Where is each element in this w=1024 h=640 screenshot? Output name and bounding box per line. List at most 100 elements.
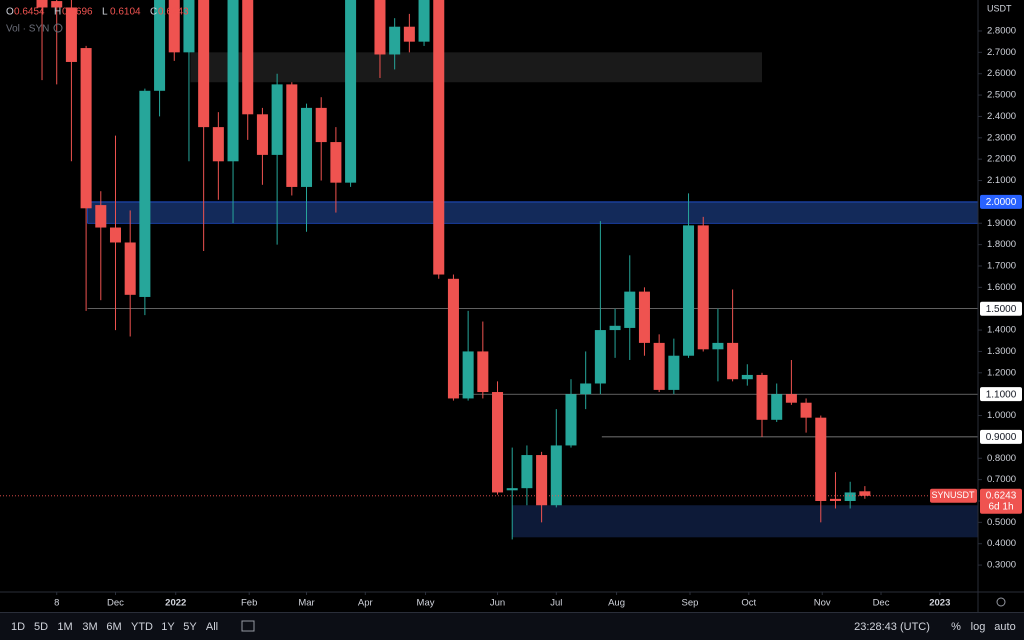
y-tick-label: 0.4000 bbox=[987, 538, 1016, 549]
zone bbox=[512, 505, 978, 538]
y-tick-label: 1.6000 bbox=[987, 282, 1016, 293]
candle-body bbox=[242, 0, 254, 115]
ohlc-letter: L bbox=[102, 7, 108, 18]
level-label: 0.9000 bbox=[986, 432, 1017, 443]
x-tick-label: Dec bbox=[873, 598, 890, 609]
x-tick-label: 2022 bbox=[165, 598, 186, 609]
y-tick-label: 0.5000 bbox=[987, 517, 1016, 528]
ohlc-header: O 0.6454 H 0.6696 L 0.6104 C 0.6243 bbox=[6, 7, 189, 18]
y-tick-label: 1.7000 bbox=[987, 260, 1016, 271]
candle-body bbox=[771, 394, 783, 420]
level-label: 1.5000 bbox=[986, 304, 1017, 315]
candle-body bbox=[741, 374, 753, 380]
candle-body bbox=[212, 127, 224, 162]
candle-body bbox=[550, 445, 562, 506]
ohlc-value: 0.6104 bbox=[110, 7, 141, 18]
interval-button[interactable]: All bbox=[206, 621, 218, 633]
candle-body bbox=[609, 325, 621, 331]
level-label-box bbox=[980, 301, 1022, 316]
x-tick-label: Jun bbox=[490, 598, 505, 609]
candle-body bbox=[418, 0, 430, 42]
bottom-toolbar bbox=[0, 613, 1024, 640]
candle-body bbox=[565, 394, 577, 446]
candle-body bbox=[683, 225, 695, 356]
candle-body bbox=[844, 492, 856, 501]
y-tick-label: 1.2000 bbox=[987, 367, 1016, 378]
candle-body bbox=[403, 26, 415, 42]
candle-body bbox=[286, 84, 298, 187]
x-tick-label: Dec bbox=[107, 598, 124, 609]
ohlc-letter: C bbox=[150, 7, 157, 18]
settings-icon[interactable] bbox=[996, 597, 1006, 607]
candle-body bbox=[389, 26, 401, 55]
toolbar-items: 1D 5D 1M 3M 6M YTD 1Y 5Y All 23:28:43 (UTC)% log au… bbox=[11, 621, 1016, 633]
candle-body bbox=[580, 383, 592, 395]
candle-body bbox=[815, 417, 827, 501]
interval-button[interactable]: 1M bbox=[57, 621, 72, 633]
currency[interactable]: USDT bbox=[987, 3, 1012, 13]
x-tick-label: Nov bbox=[814, 598, 831, 609]
level-label: 2.0000 bbox=[986, 197, 1017, 208]
zone bbox=[87, 201, 978, 224]
y-tick-label: 2.6000 bbox=[987, 68, 1016, 79]
interval-button[interactable]: 1D bbox=[11, 621, 25, 633]
x-tick-label: 8 bbox=[54, 598, 59, 609]
x-tick-label: Jul bbox=[550, 598, 562, 609]
y-tick-label: 2.1000 bbox=[987, 175, 1016, 186]
interval-button[interactable]: 6M bbox=[106, 621, 121, 633]
interval-button[interactable]: 5D bbox=[34, 621, 48, 633]
symbol-label: SYNUSDT bbox=[931, 490, 975, 500]
candle-body bbox=[785, 394, 797, 403]
y-tick-label: 2.5000 bbox=[987, 90, 1016, 101]
eye-icon[interactable] bbox=[53, 23, 63, 33]
candle-body bbox=[433, 0, 445, 275]
interval-button[interactable]: 5Y bbox=[183, 621, 197, 633]
candle-body bbox=[477, 351, 489, 393]
candle-body bbox=[300, 107, 313, 187]
x-tick-label: Aug bbox=[608, 598, 625, 609]
candle-body bbox=[447, 278, 459, 399]
interval-button[interactable]: 1Y bbox=[161, 621, 175, 633]
indicator-label[interactable]: Vol · SYN bbox=[6, 24, 49, 35]
date-range-icon[interactable] bbox=[241, 620, 255, 632]
y-tick-label: 2.4000 bbox=[987, 111, 1016, 122]
candle-body bbox=[345, 0, 357, 183]
symbol-box bbox=[930, 488, 977, 503]
x-tick-label: 2023 bbox=[929, 598, 950, 609]
x-tick-label: Sep bbox=[682, 598, 699, 609]
y-tick-label: 1.3000 bbox=[987, 346, 1016, 357]
candle-body bbox=[124, 242, 136, 295]
candle-body bbox=[727, 342, 739, 380]
y-tick-label: 0.7000 bbox=[987, 474, 1016, 485]
y-tick-label: 2.2000 bbox=[987, 154, 1016, 165]
candle-body bbox=[168, 0, 180, 53]
interval-button[interactable]: YTD bbox=[131, 621, 153, 633]
y-tick-label: 1.4000 bbox=[987, 325, 1016, 336]
price-pane bbox=[0, 0, 978, 540]
candle-body bbox=[256, 114, 268, 155]
auto-toggle[interactable]: auto bbox=[994, 621, 1015, 633]
candle-body bbox=[139, 90, 151, 297]
y-tick-label: 1.8000 bbox=[987, 239, 1016, 250]
candle-body bbox=[859, 491, 871, 496]
ohlc-value: 0.6454 bbox=[14, 7, 45, 18]
candle-body bbox=[800, 402, 812, 418]
log-toggle[interactable]: log bbox=[971, 621, 986, 633]
x-tick-label: Mar bbox=[298, 598, 314, 609]
candle-body bbox=[462, 351, 474, 399]
candle-body bbox=[109, 227, 122, 243]
countdown: 6d 1h bbox=[988, 501, 1013, 512]
ohlc-value: 0.6243 bbox=[158, 7, 189, 18]
candle-body bbox=[668, 355, 680, 390]
y-tick-label: 1.9000 bbox=[987, 218, 1016, 229]
candle-body bbox=[36, 0, 48, 8]
candle-body bbox=[330, 142, 342, 183]
candle-body bbox=[756, 374, 768, 420]
percent-toggle[interactable]: % bbox=[951, 621, 961, 633]
level-label-box bbox=[980, 387, 1022, 402]
y-tick-label: 2.8000 bbox=[987, 25, 1016, 36]
interval-button[interactable]: 3M bbox=[82, 621, 97, 633]
ohlc-value: 0.6696 bbox=[62, 7, 93, 18]
